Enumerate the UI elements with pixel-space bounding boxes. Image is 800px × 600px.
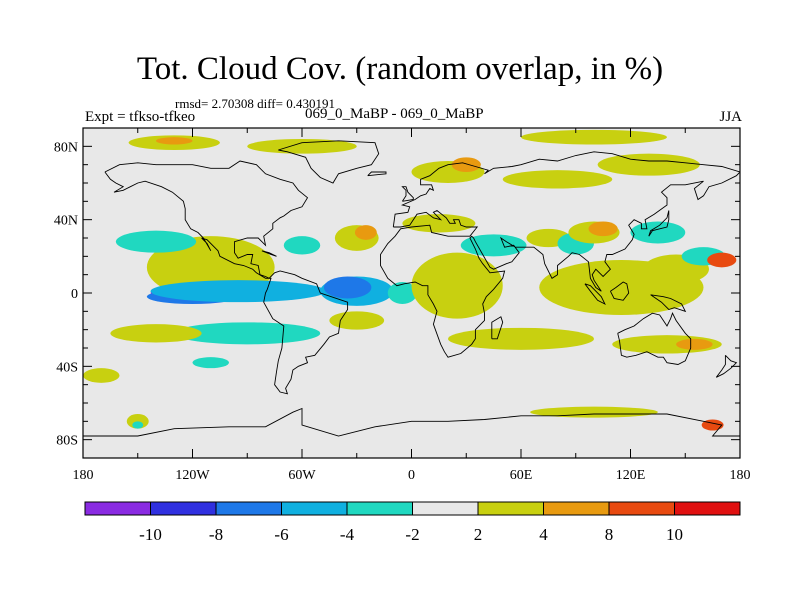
x-tick-label: 120E: [616, 468, 646, 483]
colorbar-label: -4: [340, 525, 355, 544]
colorbar-label: 2: [474, 525, 483, 544]
colorbar-label: -2: [405, 525, 419, 544]
colorbar-swatch: [281, 501, 348, 516]
coastline: [617, 312, 692, 365]
anomaly-region: [630, 221, 686, 244]
colorbar: -10 -8 -6 -4 -2 2 4 8 10: [84, 501, 741, 544]
anomaly-region: [402, 214, 476, 233]
subtitle: 069_0_MaBP - 069_0_MaBP: [305, 106, 484, 122]
chart-title: Tot. Cloud Cov. (random overlap, in %): [136, 51, 664, 87]
colorbar-swatch: [150, 501, 217, 516]
colorbar-label: 8: [605, 525, 614, 544]
y-tick-label: 80N: [54, 140, 78, 155]
anomaly-region: [115, 230, 197, 253]
anomaly-region: [676, 338, 713, 350]
anomaly-region: [411, 252, 503, 319]
anomaly-region: [354, 225, 377, 240]
colorbar-label: 10: [666, 525, 683, 544]
coastline: [104, 160, 349, 395]
colorbar-swatch: [674, 501, 741, 516]
coastline-layer: [83, 140, 740, 437]
anomaly-region: [521, 129, 667, 145]
anomaly-region: [387, 282, 417, 304]
coastline: [648, 210, 670, 237]
colorbar-swatch: [412, 501, 479, 516]
colorbar-label: -8: [209, 525, 223, 544]
colorbar-swatch: [346, 501, 413, 516]
anomaly-region: [156, 137, 193, 145]
coastline: [650, 294, 687, 313]
y-tick-label: 80S: [56, 434, 78, 449]
anomaly-region: [283, 236, 321, 255]
stats-text: rmsd= 2.70308 diff= 0.430191: [175, 96, 335, 111]
anomaly-region: [707, 252, 737, 268]
anomaly-region: [530, 406, 658, 418]
anomaly-region: [448, 327, 594, 350]
colorbar-label: -10: [139, 525, 162, 544]
coastline: [278, 140, 380, 184]
colorbar-swatch: [84, 501, 151, 516]
experiment-label: Expt = tfkso-tfkeo: [85, 109, 196, 125]
coastline: [380, 151, 740, 358]
coastline: [491, 316, 504, 340]
anomaly-region: [588, 221, 618, 237]
x-tick-label: 0: [408, 468, 415, 483]
coastline: [83, 407, 740, 437]
coastline: [715, 354, 738, 378]
anomaly-region: [597, 153, 700, 176]
x-tick-label: 60E: [510, 468, 533, 483]
y-tick-label: 40N: [54, 214, 78, 229]
coastline: [367, 171, 387, 177]
colorbar-label: 4: [539, 525, 548, 544]
colorbar-label: -6: [274, 525, 288, 544]
season-label: JJA: [719, 109, 742, 125]
x-tick-label: 120W: [175, 468, 210, 483]
coastline: [401, 186, 414, 202]
anomaly-region: [329, 311, 385, 330]
anomaly-region: [451, 157, 481, 173]
axes: 180 120W 60W 0 60E 120E 180 80N 40N 0 40S 80S: [54, 127, 751, 483]
x-tick-label: 60W: [288, 468, 316, 483]
colorbar-swatch: [215, 501, 282, 516]
y-tick-label: 40S: [56, 360, 78, 375]
anomaly-region: [83, 368, 120, 383]
anomaly-region: [126, 414, 149, 429]
anomaly-region: [150, 280, 326, 303]
coastline: [609, 281, 630, 301]
x-tick-label: 180: [73, 468, 94, 483]
anomaly-region: [110, 324, 202, 343]
anomaly-region: [323, 276, 372, 299]
anomaly-region: [502, 170, 613, 189]
coastline: [261, 250, 277, 257]
coastline: [584, 283, 606, 306]
y-tick-label: 0: [71, 287, 78, 302]
colorbar-swatch: [608, 501, 675, 516]
anomaly-region: [132, 421, 144, 429]
colorbar-swatch: [477, 501, 544, 516]
colorbar-swatch: [543, 501, 610, 516]
anomaly-region: [247, 139, 357, 154]
x-tick-label: 180: [730, 468, 751, 483]
anomaly-region: [460, 234, 527, 257]
anomaly-region: [192, 357, 229, 369]
